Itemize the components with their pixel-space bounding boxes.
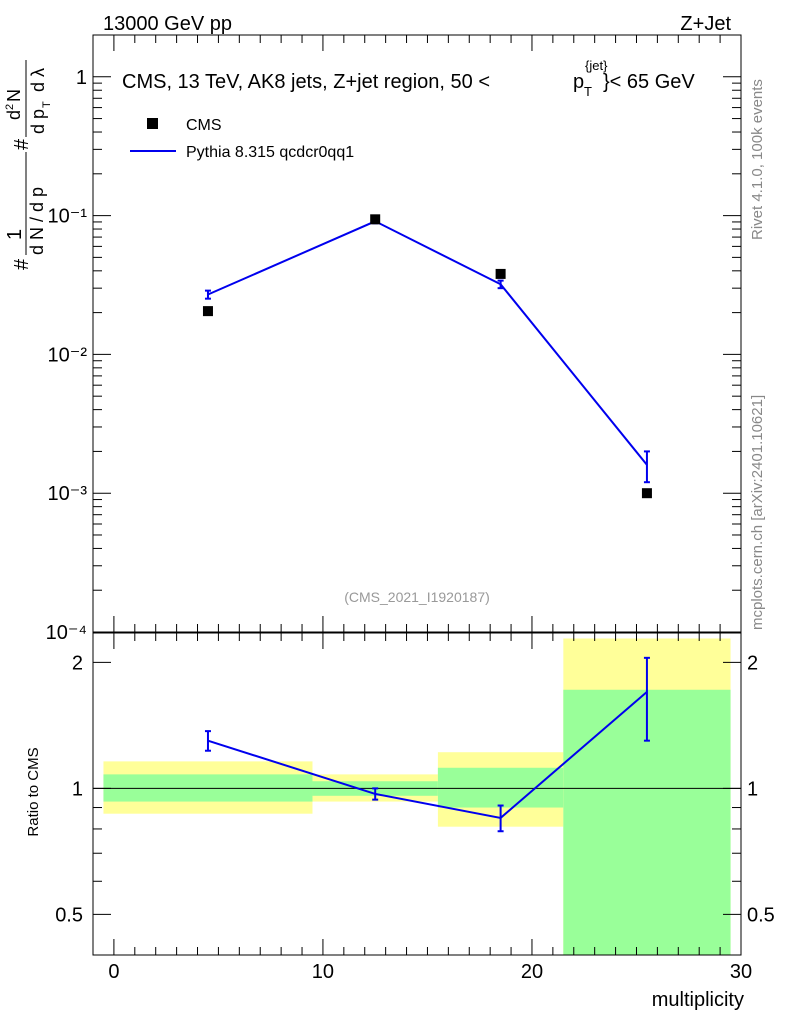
cms-data-point — [495, 268, 506, 279]
legend-cms-label: CMS — [186, 117, 222, 134]
main-y-tick-label: 10⁻⁴ — [46, 622, 87, 644]
ylabel-hash-a: # — [11, 258, 33, 270]
title-sup: {jet} — [585, 58, 608, 73]
ratio-frame — [92, 632, 742, 956]
x-tick-label: 30 — [730, 961, 752, 983]
main-y-tick-label: 10⁻¹ — [48, 206, 88, 228]
title-post: }< 65 GeV — [603, 71, 695, 93]
cms-data-point — [370, 214, 381, 225]
ratio-y-tick-label-left: 0.5 — [55, 904, 83, 926]
ratio-pythia-line — [207, 691, 648, 820]
title-sub: T — [584, 84, 592, 99]
ylabel-N: N — [4, 89, 24, 102]
x-tick-label: 0 — [108, 961, 119, 983]
ylabel-denom-1: d N / d p — [27, 187, 47, 255]
ylabel-dlambda: d λ — [28, 68, 48, 92]
main-panel: 1 10⁻¹ 10⁻² 10⁻³ 10⁻⁴ (CMS_2021_I1920187) CM… — [4, 34, 742, 644]
main-y-ticks: 1 10⁻¹ 10⁻² 10⁻³ 10⁻⁴ — [46, 34, 741, 644]
ratio-x-ticks: 0 10 20 30 — [92, 633, 752, 983]
main-y-tick-label: 10⁻² — [48, 344, 88, 366]
legend: CMS Pythia 8.315 qcdcr0qq1 — [130, 117, 354, 161]
ylabel-T: T — [41, 101, 53, 108]
rivet-label: Rivet 4.1.0, 100k events — [749, 79, 766, 240]
x-tick-label: 20 — [521, 961, 543, 983]
ratio-y-axis-label: Ratio to CMS — [25, 747, 42, 836]
main-x-ticks — [92, 35, 742, 632]
ratio-bands — [103, 638, 731, 955]
title-p: p — [573, 71, 584, 93]
x-axis-label: multiplicity — [652, 989, 744, 1011]
mcplots-label: mcplots.cern.ch [arXiv:2401.10621] — [749, 395, 766, 630]
ratio-y-tick-label-left: 2 — [72, 652, 83, 674]
cms-data-point — [641, 488, 652, 499]
main-y-axis-label: # 1 d N / d p # d 2 N d p T d λ — [4, 60, 53, 270]
ylabel-dpT: d p — [28, 109, 48, 134]
ratio-data — [204, 656, 650, 833]
ratio-y-tick-label-right: 2 — [747, 652, 758, 674]
ylabel-d: d — [4, 110, 24, 120]
main-frame — [92, 34, 742, 633]
ratio-y-tick-label-right: 1 — [747, 778, 758, 800]
analysis-watermark: (CMS_2021_I1920187) — [344, 589, 490, 605]
ratio-panel: 0.5 0.5 1 1 2 2 0 10 20 30 Ratio to CMS multipli… — [25, 632, 775, 1011]
legend-pythia-label: Pythia 8.315 qcdcr0qq1 — [186, 144, 354, 161]
ratio-y-tick-label-left: 1 — [72, 778, 83, 800]
ylabel-one: 1 — [4, 229, 26, 240]
ylabel-two: 2 — [4, 104, 16, 110]
main-data — [202, 214, 652, 499]
ylabel-hash-b: # — [11, 138, 33, 150]
main-y-tick-label: 1 — [76, 67, 87, 89]
main-y-tick-label: 10⁻³ — [48, 483, 88, 505]
cms-data-point — [202, 306, 213, 317]
plot-title: CMS, 13 TeV, AK8 jets, Z+jet region, 50 … — [122, 58, 695, 99]
title-pre: CMS, 13 TeV, AK8 jets, Z+jet region, 50 … — [122, 71, 490, 93]
ratio-y-tick-label-right: 0.5 — [747, 904, 775, 926]
x-tick-label: 10 — [312, 961, 334, 983]
ratio-y-ticks: 0.5 0.5 1 1 2 2 — [55, 652, 775, 956]
ratio-band-green — [437, 767, 564, 808]
header-left: 13000 GeV pp — [103, 13, 232, 35]
pythia-line — [207, 220, 648, 466]
header-right: Z+Jet — [680, 13, 731, 35]
legend-cms-marker — [147, 118, 158, 129]
